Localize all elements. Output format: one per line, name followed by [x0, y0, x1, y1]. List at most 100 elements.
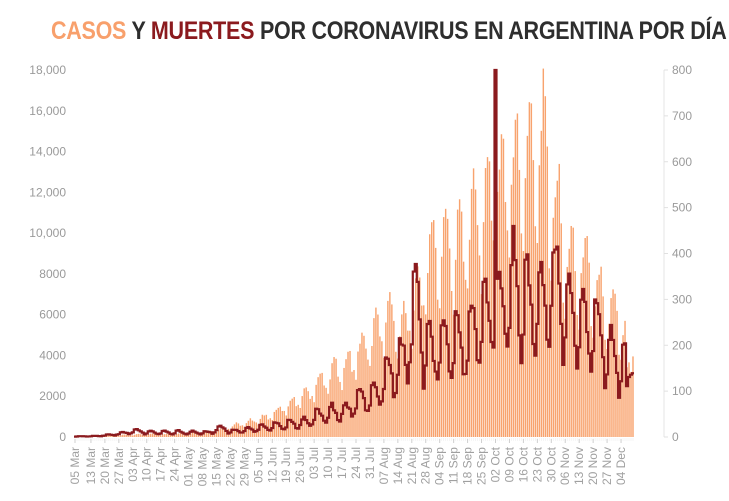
x-tick-label: 02 Oct	[488, 446, 502, 482]
cases-bar	[596, 280, 598, 437]
x-tick-label: 26 Jun	[293, 447, 307, 483]
cases-bar	[124, 434, 126, 437]
cases-bar	[281, 410, 283, 437]
cases-bar	[221, 428, 224, 437]
x-tick-label: 17 Apr	[154, 447, 168, 482]
cases-bar	[544, 96, 547, 438]
cases-bar	[433, 220, 435, 437]
y-left-tick-label: 10,000	[29, 226, 66, 240]
x-tick-label: 27 Mar	[112, 447, 126, 484]
cases-bar	[552, 217, 554, 437]
y-right-tick-label: 800	[672, 63, 692, 77]
x-tick-label: 08 May	[196, 447, 210, 486]
x-tick-label: 13 Nov	[572, 447, 586, 485]
cases-bar	[118, 435, 120, 437]
deaths-step-line	[74, 68, 634, 438]
cases-bar	[138, 433, 140, 437]
cases-bars	[74, 68, 634, 438]
cases-bar	[413, 310, 415, 437]
y-axis-left: 0 2000 4000 6000 8000 10,000 12,000 14,000 16,00…	[29, 63, 66, 444]
cases-bar	[177, 433, 180, 437]
cases-bar	[377, 314, 379, 437]
cases-bar	[598, 274, 600, 437]
y-left-tick-label: 8000	[39, 267, 66, 281]
cases-bar	[152, 433, 154, 437]
y-left-tick-label: 12,000	[29, 185, 66, 199]
y-left-tick-label: 2000	[39, 389, 66, 403]
cases-bar	[550, 280, 553, 437]
cases-bar	[157, 434, 160, 437]
x-tick-label: 05 Jun	[251, 447, 265, 483]
cases-bar	[379, 336, 381, 437]
x-tick-label: 10 Apr	[140, 447, 154, 482]
cases-bar	[173, 435, 176, 437]
cases-bar	[622, 335, 624, 437]
chart-title: CASOS Y MUERTES POR CORONAVIRUS EN ARGEN…	[50, 17, 727, 46]
cases-bar	[195, 432, 198, 437]
cases-bar	[568, 248, 570, 437]
cases-bar	[399, 336, 401, 437]
cases-bar	[191, 432, 194, 437]
cases-bar	[548, 268, 551, 437]
x-tick-label: 16 Oct	[516, 446, 530, 482]
cases-bar	[120, 435, 122, 437]
cases-bar	[612, 289, 614, 437]
x-tick-label: 19 Jun	[279, 447, 293, 483]
y-right-tick-label: 300	[672, 292, 692, 306]
cases-bar	[146, 435, 148, 437]
x-tick-label: 15 May	[209, 447, 223, 486]
cases-bar	[632, 356, 634, 437]
cases-bar	[397, 358, 399, 437]
x-tick-label: 21 Aug	[405, 447, 419, 484]
cases-bar	[630, 371, 632, 437]
x-tick-label: 07 Aug	[377, 447, 391, 484]
cases-bar	[295, 406, 297, 437]
cases-bar	[373, 318, 375, 437]
y-left-tick-label: 6000	[39, 308, 66, 322]
cases-bar	[333, 357, 335, 437]
x-tick-label: 23 Oct	[530, 446, 544, 482]
x-axis: 05 Mar 13 Mar 20 Mar 27 Mar 03 Apr 10 Apr 17 A…	[68, 438, 634, 486]
cases-bar	[134, 434, 136, 437]
cases-bar	[144, 434, 146, 437]
cases-bar	[163, 434, 166, 437]
cases-bar	[142, 434, 144, 437]
cases-bar	[608, 323, 610, 437]
x-tick-label: 10 Jul	[321, 447, 335, 479]
y-right-tick-label: 100	[672, 384, 692, 398]
title-cases-word: CASOS	[50, 17, 127, 45]
cases-bar	[494, 273, 497, 437]
cases-bar	[582, 257, 584, 437]
y-left-tick-label: 14,000	[29, 145, 66, 159]
cases-bar	[337, 376, 339, 437]
x-tick-label: 12 Jun	[265, 447, 279, 483]
y-right-tick-label: 200	[672, 338, 692, 352]
x-tick-label: 20 Nov	[586, 447, 600, 485]
cases-bar	[167, 433, 170, 437]
cases-bar	[179, 433, 182, 437]
cases-bar	[365, 348, 367, 437]
cases-bar	[171, 434, 174, 437]
x-tick-label: 30 Oct	[544, 446, 558, 482]
cases-bar	[578, 329, 580, 437]
x-tick-label: 28 Aug	[419, 447, 433, 484]
cases-bar	[189, 433, 192, 437]
cases-bar	[219, 428, 222, 437]
x-tick-label: 09 Oct	[502, 446, 516, 482]
cases-bar	[419, 277, 421, 437]
x-tick-label: 03 Jul	[307, 447, 321, 479]
y-left-tick-label: 0	[59, 430, 66, 444]
cases-bar	[293, 397, 295, 437]
cases-bar	[576, 315, 578, 437]
cases-bar	[108, 435, 110, 437]
cases-bar	[401, 314, 403, 437]
cases-bar	[140, 434, 142, 437]
cases-bar	[628, 362, 630, 437]
cases-bar	[361, 332, 363, 437]
cases-bar	[349, 350, 351, 437]
cases-bar	[291, 398, 293, 437]
cases-bar	[323, 385, 325, 437]
x-tick-label: 17 Jul	[335, 447, 349, 479]
x-tick-label: 25 Sep	[475, 447, 489, 485]
cases-bar	[411, 348, 413, 437]
